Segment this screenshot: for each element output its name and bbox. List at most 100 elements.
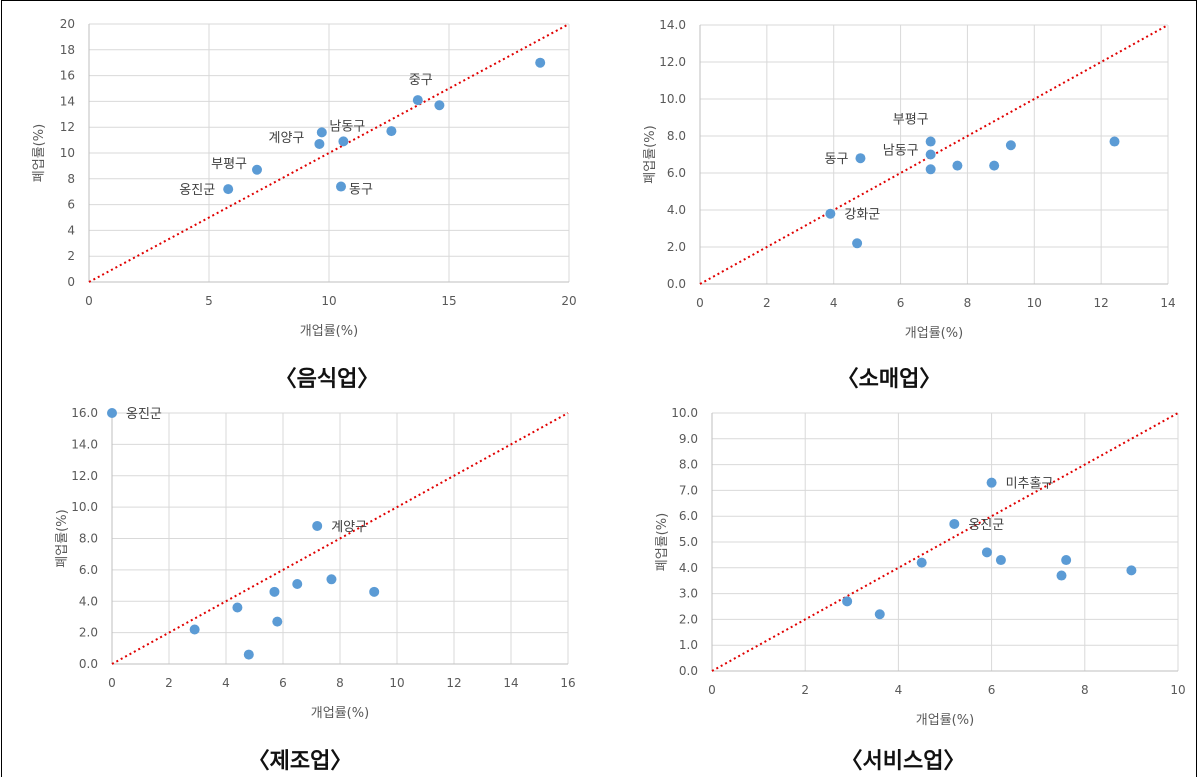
data-point	[223, 184, 234, 195]
x-tick-label: 15	[441, 294, 456, 308]
x-tick-label: 8	[336, 676, 344, 690]
data-point	[316, 127, 327, 138]
x-tick-label: 0	[85, 294, 93, 308]
y-axis-title: 폐업률(%)	[55, 509, 70, 567]
point-label: 동구	[825, 152, 849, 167]
y-tick-label: 6.0	[79, 563, 98, 577]
data-point	[995, 555, 1006, 566]
point-label: 남동구	[883, 144, 919, 159]
chart-title: 〈서비스업〉	[841, 749, 966, 774]
x-tick-label: 6	[897, 296, 905, 310]
y-tick-label: 18	[60, 43, 75, 57]
y-tick-label: 10.0	[659, 92, 686, 106]
data-point	[1061, 555, 1072, 566]
data-point	[386, 126, 397, 137]
reference-line-y-equals-x	[88, 23, 570, 283]
y-tick-label: 4	[67, 223, 75, 237]
data-point	[369, 586, 380, 597]
y-tick-label: 4.0	[667, 203, 686, 217]
y-axis-title: 폐업률(%)	[655, 513, 670, 571]
x-tick-label: 2	[165, 676, 173, 690]
x-tick-label: 6	[988, 683, 996, 697]
y-tick-label: 14.0	[71, 437, 98, 451]
x-tick-label: 2	[801, 683, 809, 697]
x-tick-label: 4	[895, 683, 903, 697]
data-point	[314, 138, 325, 149]
chart-manufacturing: 0.0 2.0 4.0 6.0 8.0 10.0 12.0 14.0 16.0 0 2 4 6 8 10 12…	[55, 406, 576, 774]
point-label: 강화군	[844, 208, 880, 223]
data-point	[825, 208, 836, 219]
reference-line-y-equals-x	[711, 412, 1179, 672]
x-tick-label: 0	[708, 683, 716, 697]
point-label: 계양구	[331, 520, 367, 535]
data-point	[842, 596, 853, 607]
data-point	[243, 649, 254, 660]
point-label: 부평구	[211, 157, 247, 172]
data-point	[1005, 140, 1016, 151]
y-tick-label: 3.0	[679, 587, 698, 601]
data-point	[336, 181, 346, 192]
data-point	[535, 57, 546, 68]
data-point	[981, 547, 992, 558]
y-tick-label: 12.0	[659, 55, 686, 69]
chart-service: 0.0 1.0 2.0 3.0 4.0 5.0 6.0 7.0 8.0 9.0 10.0 0 2 4 6 8 1…	[655, 406, 1186, 774]
y-tick-label: 8	[67, 172, 75, 186]
data-point	[952, 160, 963, 171]
point-label: 옹진군	[968, 518, 1004, 533]
y-tick-label: 4.0	[679, 561, 698, 575]
data-point	[989, 160, 1000, 171]
x-tick-label: 5	[205, 294, 213, 308]
point-label: 남동구	[329, 119, 365, 134]
chart-title: 〈소매업〉	[837, 367, 942, 392]
y-tick-label: 12.0	[71, 469, 98, 483]
x-tick-label: 0	[696, 296, 704, 310]
point-label: 부평구	[893, 113, 929, 128]
data-point	[338, 136, 349, 147]
y-tick-label: 16	[60, 69, 75, 83]
x-tick-label: 10	[321, 294, 336, 308]
y-tick-label: 0.0	[667, 277, 686, 291]
data-point	[986, 477, 997, 488]
data-point	[916, 557, 927, 568]
y-tick-label: 16.0	[71, 406, 98, 420]
data-point	[925, 164, 936, 175]
y-tick-label: 2	[67, 249, 75, 263]
y-tick-label: 8.0	[679, 458, 698, 472]
data-point	[1056, 570, 1067, 581]
data-point	[1126, 565, 1137, 576]
y-tick-label: 6.0	[679, 509, 698, 523]
data-point	[107, 408, 117, 418]
y-tick-label: 14	[60, 94, 75, 108]
x-tick-label: 12	[446, 676, 461, 690]
y-tick-label: 5.0	[679, 535, 698, 549]
chart-food: 0 2 4 6 8 10 12 14 16 18 20 0 5 10 15 20 개업률(%) 폐업률(%) 옹진군…	[32, 17, 577, 392]
reference-line-y-equals-x	[699, 24, 1169, 285]
x-tick-label: 10	[1027, 296, 1042, 310]
x-tick-label: 10	[389, 676, 404, 690]
y-tick-label: 8.0	[667, 129, 686, 143]
y-tick-label: 2.0	[667, 240, 686, 254]
data-point	[1109, 136, 1120, 147]
x-tick-label: 20	[561, 294, 576, 308]
point-label: 중구	[409, 73, 433, 88]
y-tick-label: 14.0	[659, 18, 686, 32]
y-axis-title: 폐업률(%)	[643, 125, 658, 183]
data-point	[272, 616, 283, 627]
x-axis-title: 개업률(%)	[300, 324, 358, 339]
data-point	[412, 95, 423, 106]
data-point	[874, 609, 885, 620]
y-axis-title: 폐업률(%)	[32, 124, 47, 182]
y-tick-label: 0	[67, 275, 75, 289]
y-tick-label: 0.0	[679, 664, 698, 678]
point-label: 미추홀구	[1006, 477, 1054, 492]
y-tick-label: 8.0	[79, 532, 98, 546]
x-tick-label: 6	[279, 676, 287, 690]
x-tick-label: 8	[964, 296, 972, 310]
data-point	[292, 578, 303, 589]
x-axis-title: 개업률(%)	[916, 713, 974, 728]
y-tick-label: 4.0	[79, 594, 98, 608]
data-point	[232, 602, 243, 613]
x-tick-label: 8	[1081, 683, 1089, 697]
